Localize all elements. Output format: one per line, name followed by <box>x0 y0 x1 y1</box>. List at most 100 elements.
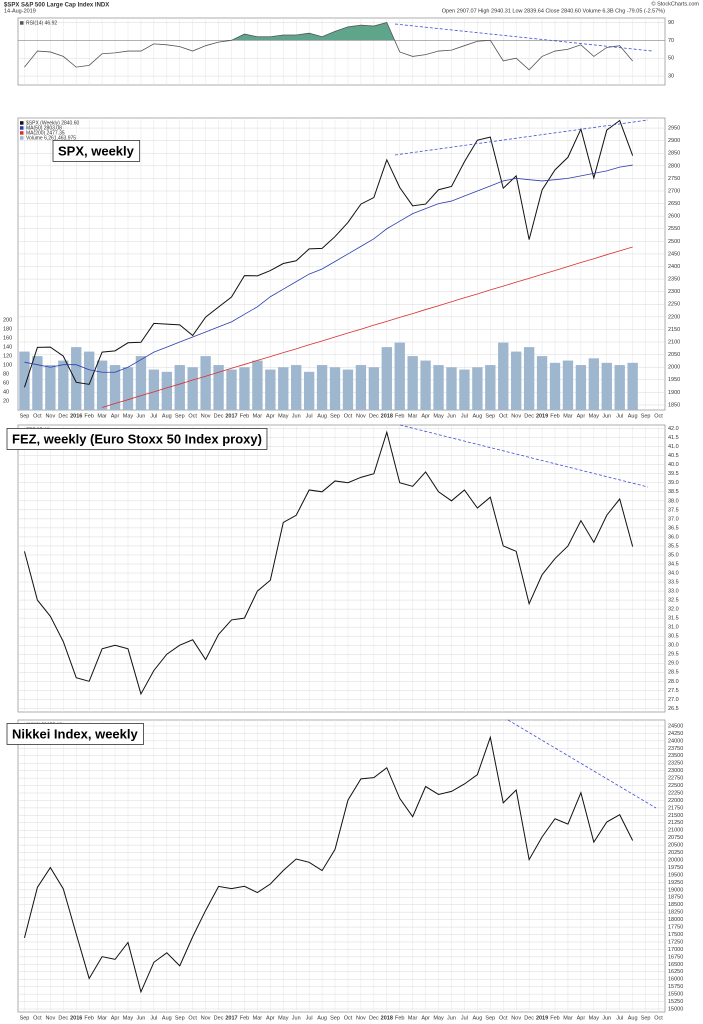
y-tick-label: 27.0 <box>668 697 679 703</box>
y-tick-label: 38.0 <box>668 498 679 504</box>
annotation: FEZ, weekly (Euro Stoxx 50 Index proxy) <box>12 431 262 446</box>
y-tick-label: 15500 <box>668 992 683 998</box>
x-tick-label: Mar <box>563 413 573 419</box>
y-tick-label: 24000 <box>668 738 683 744</box>
nikkei-panel <box>17 719 666 1013</box>
y-tick-label: 50 <box>668 56 674 62</box>
volume-bar <box>485 365 496 410</box>
y-tick-label: 24250 <box>668 731 683 737</box>
x-tick-label: Jul <box>306 413 313 419</box>
x-tick-label: Jul <box>616 1015 623 1021</box>
x-tick-label: Nov <box>511 413 521 419</box>
y-tick-label: 2600 <box>668 214 680 220</box>
x-tick-label: May <box>589 1015 600 1021</box>
legend-swatch <box>20 126 24 130</box>
y-tick-label: 22000 <box>668 798 683 804</box>
y-tick-label: 40.5 <box>668 453 679 459</box>
y-tick-label: 41.5 <box>668 435 679 441</box>
volume-bar <box>135 356 147 410</box>
y2-tick-label: 140 <box>3 345 12 351</box>
volume-bar <box>433 365 444 410</box>
x-tick-label: Dec <box>58 1015 68 1021</box>
x-tick-label: Dec <box>369 1015 379 1021</box>
y-tick-label: 32.5 <box>668 598 679 604</box>
x-tick-label: Apr <box>111 413 120 419</box>
x-tick-label: Oct <box>499 413 508 419</box>
x-tick-label: Sep <box>175 413 185 419</box>
x-tick-label: Aug <box>628 1015 638 1021</box>
y-tick-label: 39.0 <box>668 480 679 486</box>
volume-bar <box>420 360 431 410</box>
volume-bar <box>381 347 392 410</box>
x-tick-label: Aug <box>472 1015 482 1021</box>
y-tick-label: 35.5 <box>668 543 679 549</box>
y-tick-label: 1900 <box>668 390 680 396</box>
legend-swatch <box>20 136 24 140</box>
volume-bar <box>368 367 380 410</box>
volume-bar <box>342 369 354 410</box>
x-tick-label: Jun <box>447 1015 456 1021</box>
y-tick-label: 23500 <box>668 753 683 759</box>
y-tick-label: 18000 <box>668 917 683 923</box>
x-tick-label: 2018 <box>381 413 393 419</box>
volume-bar <box>213 365 224 410</box>
x-tick-label: Sep <box>175 1015 185 1021</box>
y-tick-label: 20500 <box>668 843 683 849</box>
y-tick-label: 28.0 <box>668 679 679 685</box>
y-tick-label: 2950 <box>668 126 680 132</box>
x-tick-label: Nov <box>201 1015 211 1021</box>
y-tick-label: 28.5 <box>668 670 679 676</box>
volume-bar <box>588 358 600 410</box>
volume-bar <box>614 365 625 410</box>
y-tick-label: 2850 <box>668 151 680 157</box>
x-tick-label: Sep <box>20 413 30 419</box>
y-tick-label: 1950 <box>668 377 680 383</box>
x-tick-label: Aug <box>317 1015 327 1021</box>
volume-bar <box>601 362 612 410</box>
x-tick-label: May <box>278 1015 289 1021</box>
x-tick-label: 2017 <box>225 413 237 419</box>
volume-bar <box>562 360 574 410</box>
y-tick-label: 2400 <box>668 264 680 270</box>
x-tick-label: Apr <box>421 1015 430 1021</box>
date: 14-Aug-2019 <box>4 8 36 14</box>
volume-bar <box>96 360 108 410</box>
volume-bar <box>329 367 341 410</box>
y-tick-label: 41.0 <box>668 444 679 450</box>
legend-label: Volume 6,261,463,975 <box>26 135 76 141</box>
x-tick-label: Mar <box>97 1015 107 1021</box>
volume-bar <box>407 356 418 410</box>
x-tick-label: Nov <box>356 1015 366 1021</box>
x-tick-label: Jul <box>150 1015 157 1021</box>
x-tick-label: Nov <box>356 413 366 419</box>
y-tick-label: 15250 <box>668 999 683 1005</box>
x-tick-label: Mar <box>563 1015 573 1021</box>
x-tick-label: Oct <box>344 413 353 419</box>
y-tick-label: 23750 <box>668 746 683 752</box>
y-tick-label: 31.0 <box>668 625 679 631</box>
x-tick-label: Dec <box>369 413 379 419</box>
y-tick-label: 27.5 <box>668 688 679 694</box>
y-tick-label: 23250 <box>668 761 683 767</box>
y-tick-label: 37.0 <box>668 516 679 522</box>
y2-tick-label: 160 <box>3 336 12 342</box>
volume-bar <box>83 351 95 410</box>
y-tick-label: 31.5 <box>668 616 679 622</box>
annotation-box <box>6 723 144 745</box>
x-tick-label: Apr <box>266 1015 275 1021</box>
y-tick-label: 16250 <box>668 969 683 975</box>
volume-bar <box>252 360 263 410</box>
x-tick-label: Dec <box>214 413 224 419</box>
volume-bar <box>536 356 548 410</box>
volume-bar <box>472 367 483 410</box>
volume-bar <box>200 356 211 410</box>
x-tick-label: 2019 <box>536 1015 548 1021</box>
y-tick-label: 21750 <box>668 805 683 811</box>
x-tick-label: Aug <box>317 413 327 419</box>
volume-bar <box>239 367 250 410</box>
legend-swatch <box>20 131 24 135</box>
price-line <box>23 735 634 994</box>
x-tick-label: Apr <box>111 1015 120 1021</box>
y-tick-label: 2350 <box>668 277 680 283</box>
x-tick-label: Jul <box>150 413 157 419</box>
